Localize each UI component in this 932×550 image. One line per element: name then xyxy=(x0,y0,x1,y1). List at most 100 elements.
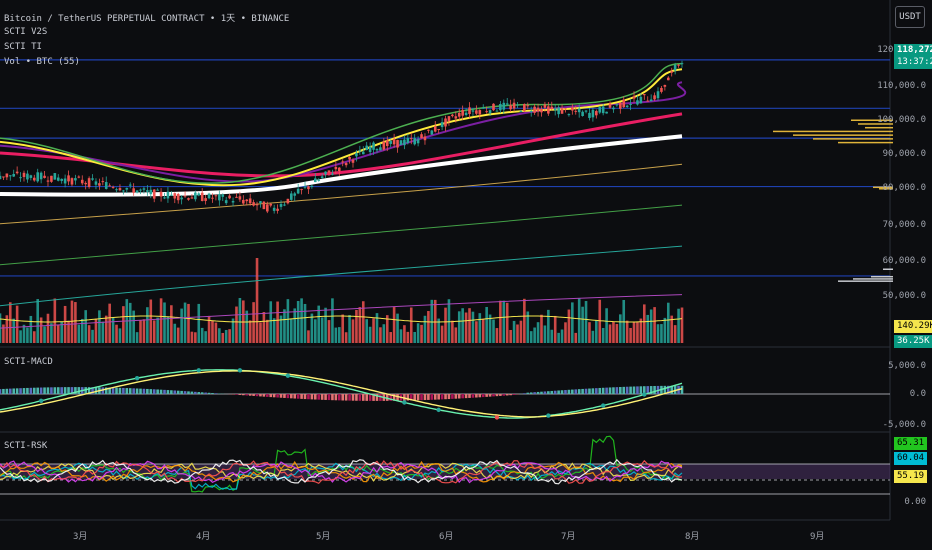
macd-histogram-bar xyxy=(166,390,170,394)
macd-cross-dot xyxy=(546,413,551,418)
macd-histogram-bar xyxy=(413,394,416,401)
macd-histogram-bar xyxy=(163,389,166,394)
indicator-label-volume[interactable]: Vol • BTC (55) xyxy=(4,57,80,67)
candle-body xyxy=(317,179,321,181)
candle-body xyxy=(218,194,221,201)
candle-body xyxy=(427,129,430,131)
volume-bar xyxy=(523,298,526,343)
candle-body xyxy=(557,107,560,115)
price-tick: 70,000.0 xyxy=(882,220,926,230)
macd-histogram-bar xyxy=(526,392,530,394)
macd-histogram-bar xyxy=(608,387,612,394)
volume-profile-bar xyxy=(773,130,893,133)
candle-body xyxy=(214,195,218,197)
volume-bar xyxy=(337,327,341,343)
macd-histogram-bar xyxy=(430,394,434,400)
macd-histogram-bar xyxy=(310,394,314,400)
macd-histogram-bar xyxy=(276,394,279,398)
candle-body xyxy=(252,202,255,206)
candle-body xyxy=(67,175,70,182)
volume-bar xyxy=(39,317,43,343)
volume-bar xyxy=(74,302,77,343)
volume-bar xyxy=(567,309,571,343)
candle-body xyxy=(372,142,375,150)
rsk-panel-title[interactable]: SCTI-RSK xyxy=(4,441,48,451)
macd-histogram-bar xyxy=(581,388,584,394)
volume-bar xyxy=(625,320,629,343)
volume-bar xyxy=(420,324,423,343)
macd-cross-dot xyxy=(494,415,500,420)
volume-bar xyxy=(139,320,142,343)
candle-body xyxy=(481,107,485,109)
price-tick: 50,000.0 xyxy=(882,291,926,301)
volume-bar xyxy=(464,312,468,343)
macd-cross-dot xyxy=(642,392,647,397)
volume-bar xyxy=(396,313,399,343)
volume-bar xyxy=(636,321,639,343)
candle-body xyxy=(228,195,231,199)
volume-bar xyxy=(505,302,509,343)
volume-bar xyxy=(204,331,207,343)
volume-bar xyxy=(502,300,506,343)
volume-bar xyxy=(53,298,57,343)
rsk-tag-1: 65.31 xyxy=(894,437,928,450)
volume-bar xyxy=(372,318,375,343)
volume-bar xyxy=(200,327,204,343)
volume-bar xyxy=(142,319,146,343)
volume-bar xyxy=(156,317,159,343)
volume-bar xyxy=(94,318,98,343)
candle-body xyxy=(272,207,276,211)
price-tick: 80,000.0 xyxy=(882,183,926,193)
macd-histogram-bar xyxy=(451,394,454,399)
candle-body xyxy=(149,189,153,195)
candle-body xyxy=(242,199,245,204)
candle-body xyxy=(128,184,132,186)
macd-histogram-bar xyxy=(211,393,214,394)
volume-bar xyxy=(468,308,471,343)
macd-histogram-bar xyxy=(8,388,12,394)
candle-body xyxy=(334,166,338,170)
currency-button[interactable]: USDT xyxy=(895,6,925,28)
volume-bar xyxy=(540,314,543,343)
macd-histogram-bar xyxy=(409,394,413,401)
volume-bar xyxy=(375,313,379,343)
candle-body xyxy=(543,104,547,108)
macd-histogram-bar xyxy=(478,394,482,398)
macd-histogram-bar xyxy=(499,394,502,396)
volume-bar xyxy=(173,323,177,343)
macd-cross-dot xyxy=(285,373,291,378)
time-tick: 4月 xyxy=(196,532,211,542)
candle-body xyxy=(437,128,440,130)
candle-body xyxy=(615,104,619,106)
volume-bar xyxy=(166,316,170,343)
macd-histogram-bar xyxy=(529,392,533,394)
volume-bar xyxy=(238,298,242,343)
macd-histogram-bar xyxy=(293,394,297,399)
volume-bar xyxy=(259,322,262,343)
macd-histogram-bar xyxy=(262,394,266,397)
indicator-label-ti[interactable]: SCTI TI xyxy=(4,42,42,52)
macd-histogram-bar xyxy=(471,394,475,398)
volume-bar xyxy=(122,306,125,343)
volume-bar xyxy=(334,327,338,343)
candle-body xyxy=(649,99,653,102)
candle-body xyxy=(567,114,571,116)
candle-body xyxy=(70,178,74,185)
macd-panel-title[interactable]: SCTI-MACD xyxy=(4,357,53,367)
indicator-label-v2s[interactable]: SCTI V2S xyxy=(4,27,48,37)
candle-body xyxy=(262,201,266,210)
candle-body xyxy=(276,208,279,211)
candle-body xyxy=(94,181,98,185)
volume-bar xyxy=(430,299,434,343)
volume-profile-bar xyxy=(865,126,893,129)
volume-bar xyxy=(170,305,173,343)
candle-body xyxy=(194,192,197,200)
candle-body xyxy=(43,175,46,178)
volume-bar xyxy=(612,321,615,343)
candle-body xyxy=(180,197,183,200)
volume-bar xyxy=(12,318,16,343)
volume-bar xyxy=(454,327,458,343)
macd-histogram-bar xyxy=(19,388,22,394)
candle-body xyxy=(540,108,543,113)
